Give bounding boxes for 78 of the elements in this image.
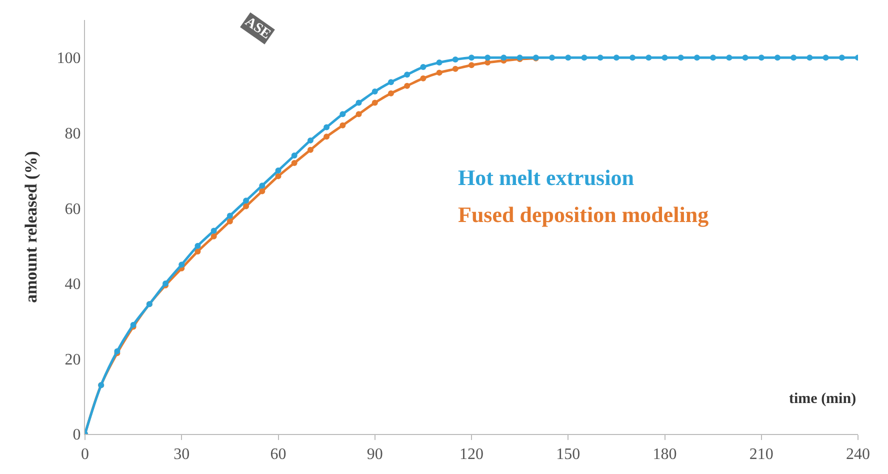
point bbox=[388, 90, 394, 96]
point bbox=[178, 262, 185, 268]
point bbox=[194, 248, 201, 254]
point bbox=[291, 152, 298, 158]
point bbox=[275, 173, 282, 180]
point bbox=[726, 54, 732, 61]
point bbox=[484, 60, 491, 66]
point bbox=[678, 54, 684, 61]
point bbox=[243, 198, 250, 204]
point bbox=[436, 60, 442, 66]
point bbox=[404, 82, 410, 89]
point bbox=[259, 188, 266, 194]
point bbox=[340, 111, 346, 118]
point bbox=[710, 54, 716, 61]
point bbox=[565, 54, 572, 61]
point bbox=[581, 54, 588, 61]
text: Hot melt extrusion bbox=[458, 165, 634, 190]
point bbox=[307, 146, 314, 153]
x-tick-label: 180 bbox=[652, 446, 677, 464]
x-tick-label: 120 bbox=[460, 446, 484, 464]
x-axis-title: time (min) bbox=[789, 391, 856, 407]
point bbox=[436, 70, 442, 76]
point bbox=[194, 242, 201, 249]
y-tick-label: 40 bbox=[64, 276, 81, 294]
point bbox=[646, 54, 652, 61]
x-tick-label: 240 bbox=[846, 446, 870, 464]
point bbox=[243, 203, 250, 210]
point bbox=[226, 212, 233, 219]
point bbox=[372, 100, 378, 106]
y-tick-label: 100 bbox=[56, 50, 81, 68]
point bbox=[774, 54, 780, 61]
point bbox=[324, 124, 330, 130]
y-tick-label: 20 bbox=[64, 351, 81, 368]
point bbox=[340, 122, 346, 128]
point bbox=[452, 56, 458, 63]
point bbox=[210, 233, 217, 240]
point bbox=[420, 75, 426, 82]
point bbox=[356, 111, 362, 118]
point bbox=[468, 62, 474, 68]
point bbox=[210, 228, 217, 234]
point bbox=[404, 72, 410, 78]
y-tick-label: 60 bbox=[64, 200, 81, 218]
x-tick-label: 60 bbox=[270, 446, 286, 464]
point bbox=[662, 54, 668, 61]
text: Fused deposition modeling bbox=[458, 202, 709, 227]
point bbox=[742, 54, 748, 61]
x-tick-label: 150 bbox=[556, 446, 580, 464]
point bbox=[259, 182, 266, 189]
point bbox=[452, 66, 458, 72]
point bbox=[500, 54, 507, 61]
point bbox=[388, 79, 394, 86]
point bbox=[468, 54, 474, 61]
y-tick-label: 0 bbox=[72, 426, 81, 444]
point bbox=[790, 54, 797, 61]
point bbox=[420, 64, 426, 70]
point bbox=[630, 54, 636, 61]
annotation: ASE bbox=[242, 14, 274, 42]
point bbox=[694, 54, 700, 61]
point bbox=[484, 54, 491, 61]
point bbox=[597, 54, 604, 61]
point bbox=[356, 100, 362, 106]
point bbox=[324, 134, 330, 140]
point bbox=[613, 54, 620, 61]
point bbox=[275, 168, 282, 174]
x-tick-label: 90 bbox=[366, 446, 383, 464]
y-tick-label: 80 bbox=[64, 126, 81, 143]
point bbox=[822, 54, 829, 61]
x-tick-label: 30 bbox=[174, 446, 190, 464]
y-axis-title: amount released (%) bbox=[21, 151, 40, 303]
point bbox=[758, 54, 764, 61]
x-tick-label: 210 bbox=[749, 446, 774, 464]
point bbox=[226, 218, 233, 224]
point bbox=[838, 54, 845, 61]
point bbox=[307, 137, 314, 144]
point bbox=[806, 54, 813, 61]
point bbox=[549, 54, 556, 61]
point bbox=[372, 88, 378, 95]
point bbox=[291, 160, 298, 166]
